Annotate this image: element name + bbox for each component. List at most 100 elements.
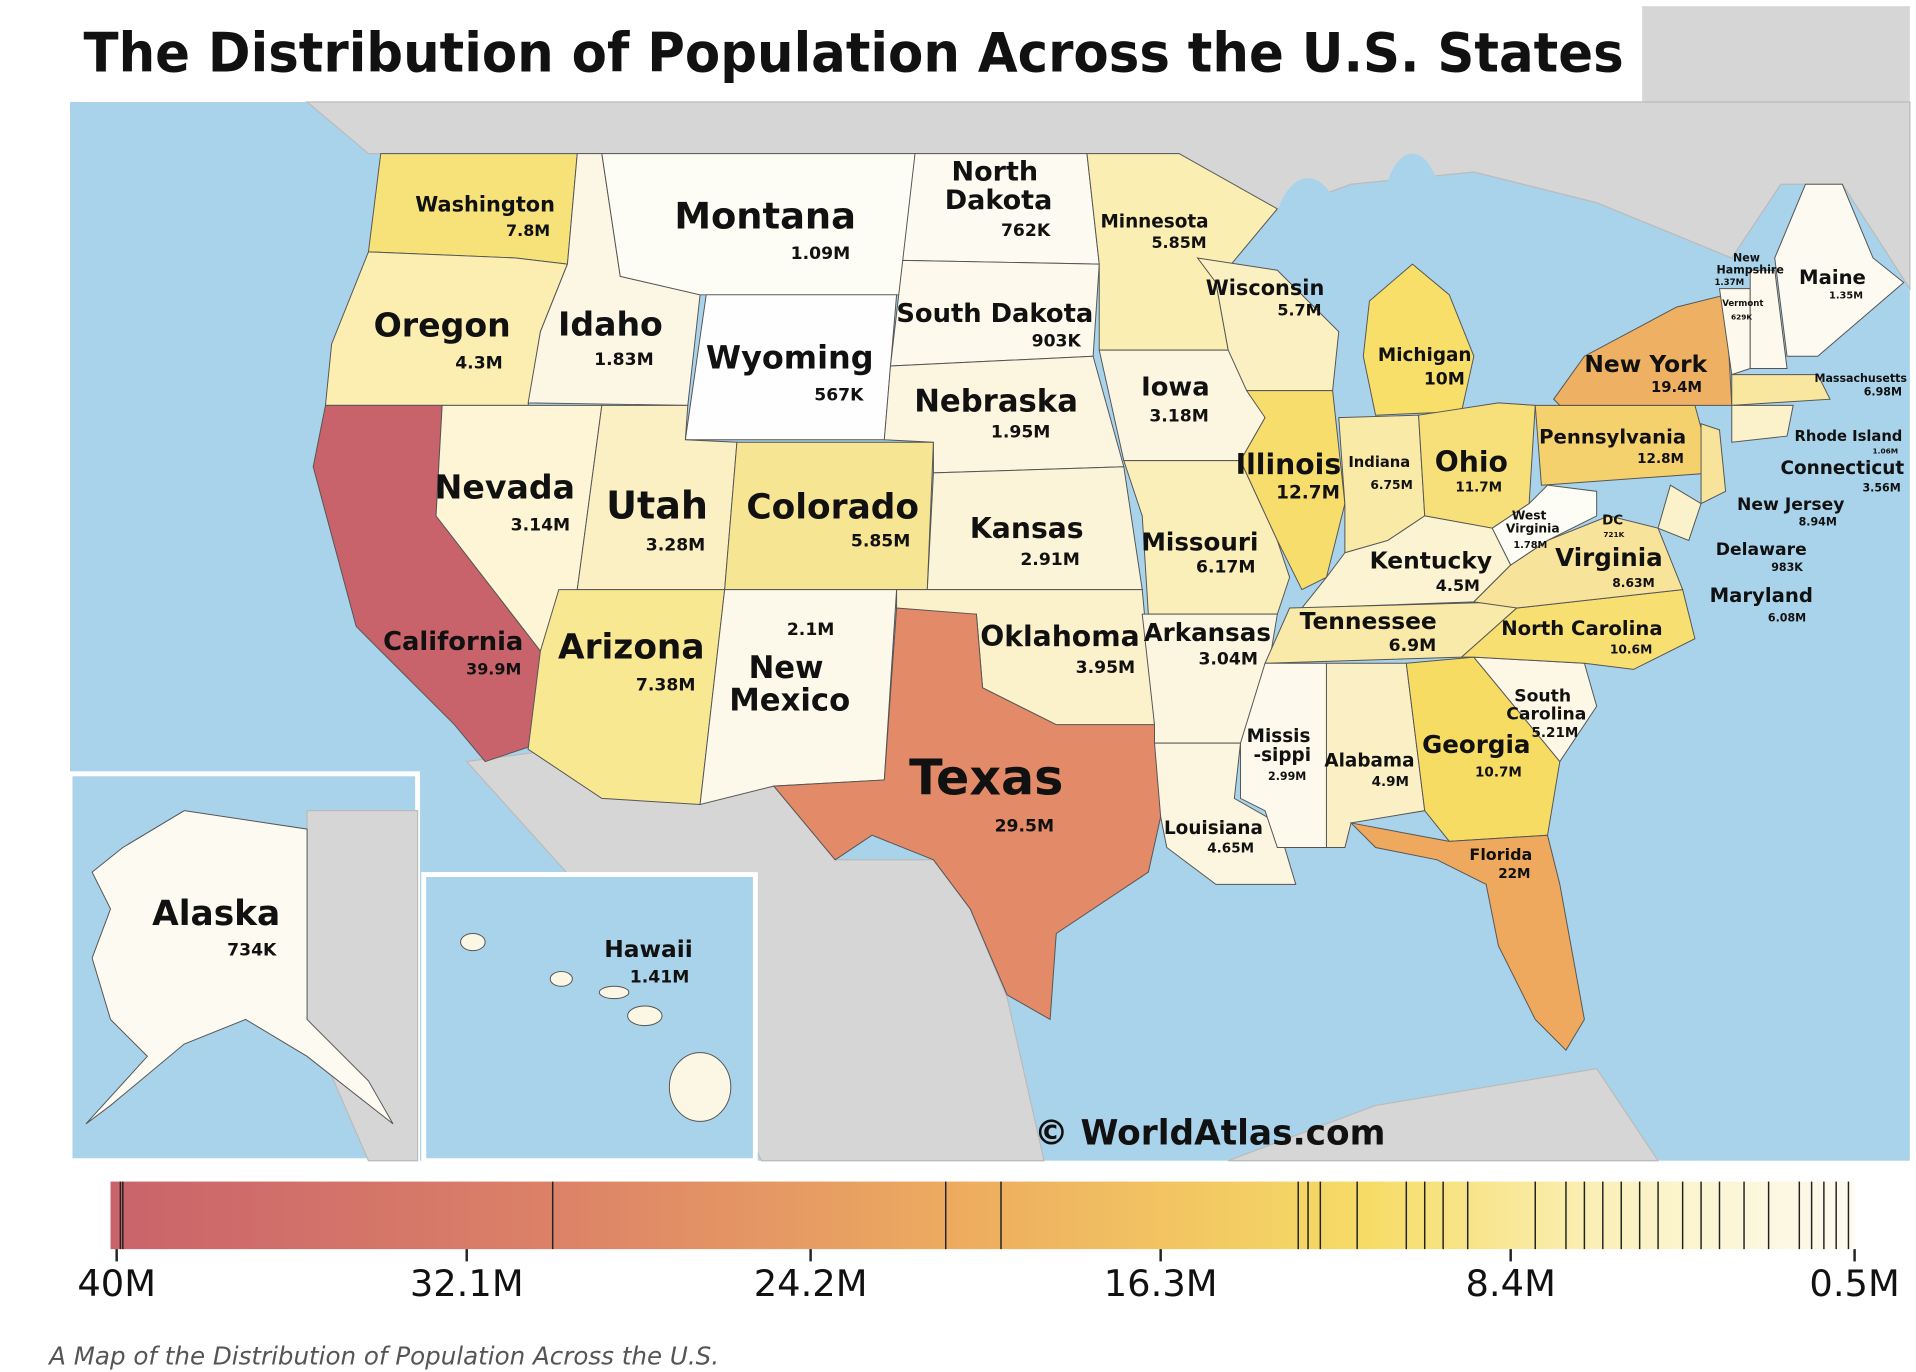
state-population: 19.4M bbox=[1651, 379, 1702, 396]
state-shape bbox=[1700, 423, 1727, 505]
state-population: 4.5M bbox=[1436, 576, 1480, 595]
state-name: Indiana bbox=[1348, 454, 1410, 471]
color-scale bbox=[110, 1181, 1855, 1250]
state-name: Louisiana bbox=[1164, 818, 1263, 839]
state-name: Virginia bbox=[1555, 543, 1663, 572]
state-population: 734K bbox=[227, 941, 277, 961]
state-name: -sippi bbox=[1253, 745, 1311, 766]
state-population: 4.3M bbox=[455, 354, 503, 374]
state-shape bbox=[1731, 374, 1831, 406]
state-name: Minnesota bbox=[1100, 211, 1208, 232]
state-name: New bbox=[749, 651, 824, 686]
state-name: Missis bbox=[1247, 726, 1311, 747]
legend-tick-label: 16.3M bbox=[1104, 1262, 1218, 1305]
legend-tick-label: 32.1M bbox=[410, 1262, 524, 1305]
state-shape bbox=[772, 607, 1162, 1021]
state-population: 5.85M bbox=[851, 532, 911, 552]
state-shape bbox=[598, 985, 630, 1000]
state-name: Rhode Island bbox=[1795, 428, 1903, 445]
state-population: 7.8M bbox=[506, 221, 550, 240]
state-population: 3.14M bbox=[511, 516, 571, 536]
state-population: 1.35M bbox=[1829, 291, 1863, 302]
state-population: 6.17M bbox=[1196, 557, 1256, 577]
state-population: 567K bbox=[814, 385, 864, 405]
state-name: Vermont bbox=[1722, 299, 1763, 309]
state-population: 1.78M bbox=[1513, 540, 1547, 551]
land-corner bbox=[1642, 6, 1910, 105]
state-population: 6.08M bbox=[1768, 612, 1806, 625]
state-name: Alabama bbox=[1324, 750, 1414, 771]
state-shape bbox=[1349, 822, 1585, 1051]
state-name: Arizona bbox=[558, 627, 705, 667]
state-name: Iowa bbox=[1141, 373, 1210, 403]
watermark: © WorldAtlas.com bbox=[1034, 1114, 1385, 1154]
state-shape bbox=[1239, 390, 1346, 591]
state-population: 7.38M bbox=[636, 675, 696, 695]
state-name: Nevada bbox=[435, 468, 575, 507]
state-population: 3.04M bbox=[1198, 650, 1258, 670]
state-shape bbox=[1153, 742, 1297, 885]
state-name: Illinois bbox=[1236, 448, 1342, 481]
state-name: Ohio bbox=[1435, 446, 1508, 479]
state-name: Montana bbox=[674, 194, 856, 237]
state-name: Hampshire bbox=[1717, 263, 1784, 276]
state-shape bbox=[1731, 404, 1794, 443]
state-name: Hawaii bbox=[604, 935, 693, 963]
state-population: 10.7M bbox=[1475, 764, 1522, 780]
state-population: 3.95M bbox=[1076, 658, 1136, 678]
state-population: 4.9M bbox=[1372, 774, 1409, 790]
state-shape bbox=[85, 810, 394, 1125]
legend-tick-label: 8.4M bbox=[1466, 1262, 1556, 1305]
state-population: 5.85M bbox=[1151, 233, 1206, 252]
state-name: New bbox=[1733, 252, 1760, 265]
state-name: New Jersey bbox=[1737, 495, 1845, 515]
state-name: Missouri bbox=[1141, 527, 1258, 556]
state-name: West bbox=[1512, 509, 1547, 523]
state-population: 721K bbox=[1603, 530, 1624, 539]
state-name: New York bbox=[1584, 350, 1707, 378]
state-population: 10M bbox=[1424, 369, 1465, 389]
state-population: 983K bbox=[1771, 561, 1803, 574]
land bbox=[1227, 1067, 1660, 1162]
state-population: 5.7M bbox=[1277, 301, 1321, 320]
state-population: 1.41M bbox=[630, 968, 690, 988]
state-name: Oregon bbox=[374, 306, 511, 345]
state-population: 3.18M bbox=[1149, 406, 1209, 426]
state-population: 2.99M bbox=[1268, 770, 1306, 783]
state-population: 6.75M bbox=[1370, 478, 1412, 492]
state-population: 1.06M bbox=[1873, 446, 1898, 455]
state-name: South Dakota bbox=[896, 299, 1093, 329]
state-name: Arkansas bbox=[1144, 618, 1271, 647]
state-name: Georgia bbox=[1422, 730, 1530, 759]
state-population: 8.94M bbox=[1799, 516, 1837, 529]
state-shape bbox=[627, 1005, 663, 1027]
state-name: Kentucky bbox=[1370, 547, 1492, 575]
state-population: 1.09M bbox=[791, 244, 851, 264]
legend-tick-label: 40M bbox=[77, 1262, 156, 1305]
state-name: Oklahoma bbox=[980, 620, 1139, 653]
state-name: Maryland bbox=[1710, 584, 1813, 607]
state-population: 22M bbox=[1498, 866, 1530, 882]
state-name: Kansas bbox=[970, 512, 1084, 545]
state-population: 39.9M bbox=[466, 659, 521, 678]
state-shape bbox=[668, 1052, 732, 1122]
legend-tick-label: 0.5M bbox=[1809, 1262, 1899, 1305]
state-population: 762K bbox=[1001, 221, 1051, 241]
state-shape bbox=[1774, 183, 1905, 357]
state-population: 12.7M bbox=[1276, 483, 1340, 504]
lake bbox=[1492, 292, 1554, 322]
state-name: Carolina bbox=[1506, 704, 1586, 724]
state-name: Virginia bbox=[1506, 521, 1560, 535]
state-population: 5.21M bbox=[1532, 725, 1579, 741]
state-shape bbox=[549, 971, 573, 987]
state-name: Michigan bbox=[1378, 345, 1472, 366]
state-name: Tennessee bbox=[1300, 607, 1437, 635]
state-population: 2.1M bbox=[787, 620, 835, 640]
state-shape bbox=[1491, 484, 1598, 566]
state-name: Texas bbox=[909, 749, 1063, 807]
state-population: 1.37M bbox=[1714, 278, 1744, 288]
